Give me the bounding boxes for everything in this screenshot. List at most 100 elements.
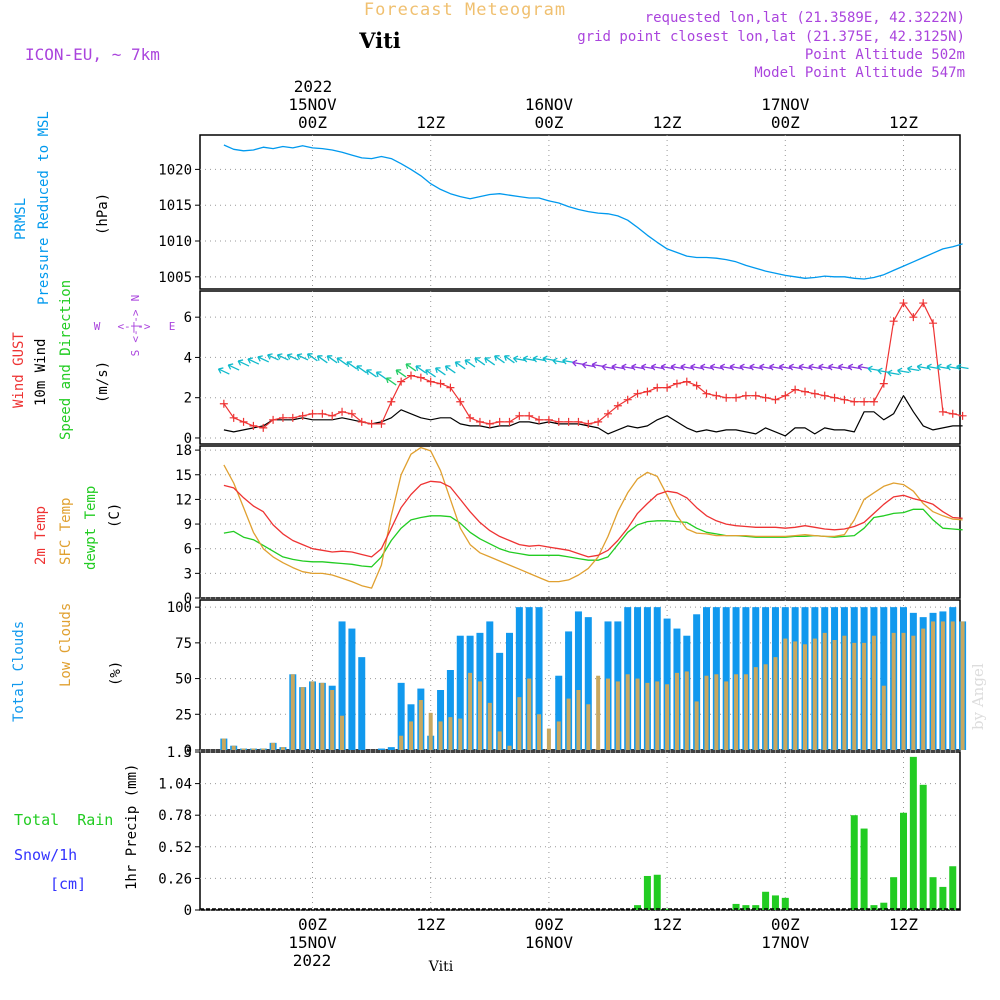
gust-point [938, 407, 947, 416]
wind-arrow [946, 363, 959, 371]
total-cloud-bar [446, 670, 454, 750]
y-tick-label: 0.26 [158, 871, 192, 887]
total-cloud-bar [643, 607, 651, 750]
wind-arrow-head [425, 369, 431, 376]
gust-point [475, 417, 484, 426]
wind-arrow [415, 365, 427, 374]
wind-arrow [581, 361, 595, 369]
bottom-time-label: 12Z [889, 915, 918, 934]
wind-arrow [808, 363, 821, 371]
wind-arrow-shaft [720, 365, 733, 370]
wind-arrow-shaft [582, 363, 595, 368]
total-cloud-bar [722, 607, 730, 750]
gust-point [456, 397, 465, 406]
wind-arrow-head [621, 363, 627, 371]
gust-point [781, 391, 790, 400]
wind-arrow [385, 377, 397, 386]
wind-arrow-shaft [917, 365, 930, 370]
total-clouds-label: Total Clouds [11, 621, 27, 722]
wind-arrow [444, 365, 456, 374]
low-cloud-bar [940, 621, 945, 750]
wind-arrow-shaft [376, 371, 387, 380]
series-lines [219, 144, 967, 589]
wind-arrow-shaft [552, 359, 565, 364]
y-tick-label: 0.52 [158, 840, 192, 856]
wind-arrow-head [405, 363, 412, 370]
wind-arrow-shaft [670, 365, 684, 370]
low-cloud-bar [330, 690, 335, 750]
wind-arrow-head [562, 357, 568, 365]
wind-arrow-shaft [317, 355, 328, 364]
wind-arrow [887, 369, 900, 377]
gust-point [761, 393, 770, 402]
total-cloud-bar [653, 607, 661, 750]
gust-point [249, 421, 258, 430]
wind-arrow-head [857, 363, 863, 371]
wind-arrow-head [650, 363, 657, 371]
rain-bar [900, 812, 907, 910]
wind-arrow-head [474, 357, 481, 364]
wind-arrow-shaft [346, 361, 358, 370]
wind-arrow-head [366, 369, 372, 376]
wind-arrow [296, 353, 309, 361]
gust-point [633, 389, 642, 398]
wind-arrow-head [591, 361, 597, 369]
wind-arrow-head [660, 363, 666, 371]
gust-point [722, 393, 731, 402]
wind-arrow [522, 355, 536, 363]
wind-arrow-head [444, 365, 451, 372]
y-tick-label: 0 [184, 743, 192, 759]
gust-point [663, 383, 672, 392]
wind-arrow-head [887, 369, 893, 377]
gust-point [771, 395, 780, 404]
total-cloud-bar [506, 632, 513, 750]
wind-arrow [621, 363, 634, 371]
wind-arrow [257, 355, 270, 363]
gust-point [948, 409, 957, 418]
gust-point [791, 385, 800, 394]
low-cloud-bar [743, 674, 748, 750]
low-cloud-bar [783, 638, 788, 750]
wind-arrow [838, 363, 851, 371]
rain-bar [860, 828, 868, 910]
y-tick-label: 18 [175, 443, 192, 459]
wind-arrow-head [641, 363, 647, 371]
bottom-time-label: 12Z [416, 915, 445, 934]
low-cloud-bar [763, 664, 768, 750]
low-cloud-bar [399, 735, 404, 750]
wind-arrow-shaft [455, 361, 466, 370]
gust-point [466, 413, 475, 422]
low-cloud-bar [261, 748, 266, 750]
y-axes: 1005101010151020024603691215180255075100… [158, 162, 200, 919]
gust-point [554, 417, 563, 426]
low-cloud-bar [300, 687, 305, 750]
total-cloud-bar [397, 682, 405, 750]
gust-point [830, 393, 839, 402]
wind-arrow-head [217, 367, 224, 374]
low-cloud-bar [428, 712, 433, 750]
top-time-label: 12Z [416, 113, 445, 132]
wind-arrow-head [286, 353, 293, 360]
gust-point [574, 417, 583, 426]
wind-arrow-shaft [532, 357, 546, 362]
y-tick-label: 0 [184, 431, 192, 447]
wind-arrow-shaft [523, 357, 536, 362]
wind-arrow-shaft [386, 377, 397, 386]
y-tick-label: 1010 [158, 234, 192, 250]
low-cloud-bar [724, 681, 729, 750]
gust-point [328, 411, 337, 420]
wind-arrow [375, 371, 387, 380]
compass-s: S [129, 350, 142, 357]
total-cloud-bar [486, 621, 494, 750]
gust-point [653, 383, 662, 392]
rain-bar [762, 891, 770, 910]
wind-arrow [276, 353, 289, 361]
compass-rose: N S W E <-|-> <-|-> [94, 295, 176, 357]
top-time-label: 00Z [771, 113, 800, 132]
wind-arrow [719, 363, 733, 371]
low-cloud-bar [271, 742, 276, 750]
bottom-date-label: 16NOV [525, 933, 574, 952]
gust-point [357, 417, 366, 426]
low-cloud-bar [891, 632, 896, 750]
panel-frame [199, 751, 961, 911]
